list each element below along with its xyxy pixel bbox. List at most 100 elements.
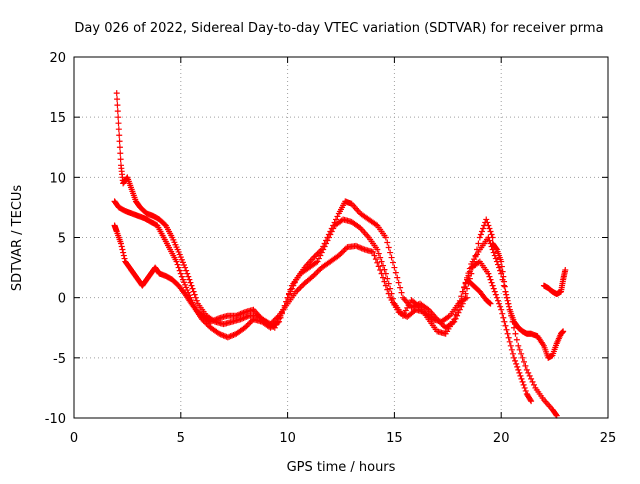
data-point-interp: [503, 294, 510, 301]
data-point-interp: [161, 221, 168, 228]
data-point-interp: [520, 381, 527, 388]
data-series-arc-7: [540, 266, 569, 298]
data-point-interp: [191, 291, 198, 298]
data-point-interp: [175, 264, 182, 271]
data-point-interp: [114, 102, 121, 109]
data-point-interp: [381, 278, 388, 285]
data-point-interp: [553, 411, 560, 418]
data-point-interp: [333, 216, 340, 223]
data-point-interp: [192, 294, 199, 301]
data-point: [459, 288, 466, 295]
data-point: [523, 366, 530, 373]
data-point: [323, 240, 330, 247]
data-point: [562, 266, 569, 273]
data-point-interp: [435, 317, 442, 324]
data-point-interp: [318, 249, 325, 256]
data-point-interp: [493, 294, 500, 301]
data-point-interp: [177, 254, 184, 261]
data-point: [451, 316, 458, 323]
data-point-interp: [477, 231, 484, 238]
data-point: [271, 324, 278, 331]
data-point: [182, 264, 189, 271]
data-point: [502, 288, 509, 295]
data-point-interp: [190, 288, 197, 295]
data-point-interp: [378, 258, 385, 265]
data-point-interp: [384, 286, 391, 293]
data-point-interp: [338, 249, 345, 256]
data-point-interp: [488, 231, 495, 238]
data-point-interp: [295, 285, 302, 292]
data-point-interp: [492, 255, 499, 262]
data-point-interp: [184, 287, 191, 294]
data-point-interp: [456, 297, 463, 304]
y-axis-label: SDTVAR / TECUs: [10, 185, 25, 292]
x-tick-label: 0: [70, 431, 78, 446]
data-point: [280, 306, 287, 313]
data-point: [504, 330, 511, 337]
data-point-interp: [380, 262, 387, 269]
data-point-interp: [193, 297, 200, 304]
data-point-interp: [513, 360, 520, 367]
data-series-arc-1: [111, 222, 471, 328]
data-point-interp: [519, 354, 526, 361]
data-point-interp: [375, 263, 382, 270]
data-point: [391, 264, 398, 271]
data-point-interp: [320, 246, 327, 253]
data-point-interp: [179, 259, 186, 266]
data-point-interp: [478, 228, 485, 235]
data-point-interp: [281, 302, 288, 309]
data-point-interp: [176, 251, 183, 258]
data-point-interp: [181, 261, 188, 268]
data-point-interp: [488, 279, 495, 286]
data-point-interp: [487, 276, 494, 283]
data-point-interp: [530, 381, 537, 388]
data-point-interp: [486, 225, 493, 232]
data-point-interp: [462, 280, 469, 287]
data-series-arc-4: [459, 258, 535, 405]
x-tick-label: 25: [600, 431, 617, 446]
data-point-interp: [506, 338, 513, 345]
data-point-interp: [371, 252, 378, 259]
y-tick-label: 20: [49, 51, 66, 66]
data-point-interp: [518, 350, 525, 357]
data-point-interp: [487, 228, 494, 235]
data-point-interp: [118, 243, 125, 250]
data-point-interp: [513, 336, 520, 343]
data-point-interp: [520, 358, 527, 365]
data-point-interp: [116, 144, 123, 151]
data-point-interp: [515, 366, 522, 373]
data-point: [173, 258, 180, 265]
data-point-interp: [499, 268, 506, 275]
data-point-interp: [114, 96, 121, 103]
data-point-interp: [388, 290, 395, 297]
data-point-interp: [506, 303, 513, 310]
data-point-interp: [273, 321, 280, 328]
data-point-interp: [484, 219, 491, 226]
data-point-interp: [183, 267, 190, 274]
data-point: [498, 306, 505, 313]
data-point-interp: [397, 284, 404, 291]
data-point-interp: [114, 108, 121, 115]
data-point-interp: [388, 254, 395, 261]
data-point-interp: [392, 269, 399, 276]
y-tick-label: -10: [45, 412, 66, 427]
data-point-interp: [184, 270, 191, 277]
data-point-interp: [518, 375, 525, 382]
data-point-interp: [117, 156, 124, 163]
data-point: [464, 294, 471, 301]
data-point-interp: [501, 318, 508, 325]
data-point-interp: [374, 259, 381, 266]
data-point-interp: [182, 281, 189, 288]
y-tick-label: -5: [53, 352, 66, 367]
data-point-interp: [384, 275, 391, 282]
data-point-interp: [116, 138, 123, 145]
x-axis-label: GPS time / hours: [287, 460, 396, 475]
data-point: [485, 234, 492, 241]
data-point-interp: [398, 289, 405, 296]
data-point: [517, 372, 524, 379]
data-point-interp: [387, 285, 394, 292]
data-point-interp: [287, 286, 294, 293]
data-point-interp: [512, 357, 519, 364]
data-point-interp: [528, 375, 535, 382]
data-point-interp: [328, 228, 335, 235]
